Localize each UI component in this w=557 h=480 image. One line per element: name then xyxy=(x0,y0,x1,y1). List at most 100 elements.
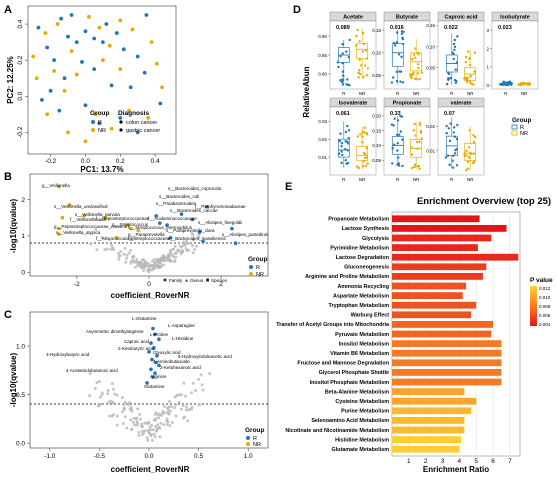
panel-d-point-nr xyxy=(413,122,416,126)
panel-b-point-ns xyxy=(117,257,121,261)
panel-c-xtick-label: 0.0 xyxy=(144,453,153,460)
panel-d-ytick-label: 1 xyxy=(486,65,489,70)
panel-b-point-ns xyxy=(127,251,131,255)
panel-c-point-ns xyxy=(129,405,133,409)
panel-b-point-ns xyxy=(129,248,133,252)
panel-d-box-nr xyxy=(464,143,477,161)
panel-b-point-sig xyxy=(201,239,205,244)
panel-b-point-ns xyxy=(185,248,189,252)
panel-d-ytick-label: 0.10 xyxy=(372,51,381,56)
panel-c-point-ns xyxy=(129,418,133,422)
panel-c-point-ns xyxy=(132,416,136,420)
panel-b-point-ns xyxy=(181,243,185,247)
panel-d-point-r xyxy=(393,44,397,47)
panel-d-plot-frame xyxy=(491,20,539,90)
panel-d-legend: Group R NR xyxy=(511,117,532,137)
panel-a-point-nr xyxy=(31,54,36,59)
panel-b-point-ns xyxy=(146,269,150,273)
panel-c-point-ns xyxy=(162,411,166,415)
panel-d-ytick-label: 0.15 xyxy=(372,128,381,133)
panel-b-point-ns xyxy=(131,258,135,262)
panel-d-point-r xyxy=(391,76,395,79)
panel-a-legend-diagnosis-title: Diagnosis xyxy=(118,110,149,117)
panel-c-point-ns xyxy=(167,405,171,409)
panel-a-xtick-label: -0.2 xyxy=(45,158,57,165)
panel-d-point-r xyxy=(348,83,351,87)
panel-e-category-label: Vitamin B6 Metabolism xyxy=(330,351,389,357)
panel-a-point-nr xyxy=(160,85,164,90)
panel-d-point-r xyxy=(345,83,348,86)
panel-c-point-ns xyxy=(123,415,127,419)
panel-c-point-label: Caproic acid xyxy=(124,339,150,344)
panel-c-point-label: L-Asparagine xyxy=(168,323,195,328)
panel-b-point-sig xyxy=(57,232,61,236)
panel-c-xtick-label: 0.5 xyxy=(194,453,203,460)
panel-d-ytick-label: 0 xyxy=(486,83,489,88)
panel-d-pvalue: 0.016 xyxy=(390,25,404,31)
panel-d-point-nr xyxy=(359,64,363,67)
panel-e-category-label: Beta-Alanine Metabolism xyxy=(325,389,389,395)
panel-c-point-ns xyxy=(182,381,186,385)
panel-c-point-label: L-Glutamine xyxy=(132,316,157,321)
panel-e-category-label: Ammonia Recycling xyxy=(337,284,389,290)
panel-b-point-sig xyxy=(125,223,130,227)
panel-b-point-ns xyxy=(100,236,104,240)
panel-d-point-r xyxy=(445,82,449,86)
panel-e-xtick-label: 4 xyxy=(458,458,462,465)
panel-c-point-sig xyxy=(153,332,157,337)
panel-d-point-r xyxy=(401,138,404,141)
panel-a-point-nr xyxy=(74,72,79,77)
panel-b-point-label: g__Streptococcus xyxy=(112,222,149,227)
panel-b-ticks: -2 0 2 0 1 2 xyxy=(21,197,223,288)
panel-b-point-sig xyxy=(158,221,162,225)
panel-b-point-sig xyxy=(67,203,72,207)
panel-e-bar xyxy=(392,378,502,386)
panel-d-point-r xyxy=(452,52,455,56)
panel-c-point-ns xyxy=(187,408,191,412)
panel-b-letter: B xyxy=(4,171,12,183)
panel-d-facet-isovalerate: Isovalerate 0.01 0.02 0.03 0.061 R NR xyxy=(318,97,377,182)
panel-b-legend-species: Species xyxy=(211,278,228,283)
panel-b-ytick-label: 0 xyxy=(21,270,25,277)
panel-d-point-r xyxy=(390,81,394,84)
panel-c-point-label: 4-Aminobutanoate xyxy=(153,359,190,364)
panel-d-point-r xyxy=(401,37,405,41)
panel-c-point-sig xyxy=(149,367,153,372)
panel-b-point-ns xyxy=(159,257,163,261)
panel-c-point-ns xyxy=(152,432,156,436)
panel-e-xtick-label: 6 xyxy=(491,458,495,465)
panel-b-point-ns xyxy=(176,249,180,253)
panel-d-pvalue: 0.07 xyxy=(444,111,455,117)
panel-d-point-nr xyxy=(410,166,414,170)
panel-d-plot-frame xyxy=(329,20,377,90)
panel-b-point-ns xyxy=(152,258,156,262)
panel-d-point-nr xyxy=(418,123,422,127)
panel-e-bar xyxy=(392,253,519,261)
panel-e-category-label: Pyruvate Metabolism xyxy=(335,332,389,338)
panel-d-point-r xyxy=(445,131,448,135)
panel-a-point-r xyxy=(104,22,109,26)
panel-d-plot-frame xyxy=(437,106,485,176)
panel-c-legend-r: R xyxy=(253,436,257,442)
panel-a-points xyxy=(31,13,164,144)
panel-a-point-r xyxy=(128,85,133,90)
panel-b-point-label: s__Veillonella_parvula xyxy=(75,212,120,217)
panel-b-point-ns xyxy=(162,263,166,267)
panel-b-point-ns xyxy=(125,257,129,261)
panel-d-point-nr xyxy=(465,168,468,172)
panel-d-ytick-label: 0.15 xyxy=(372,28,381,33)
panel-c-point-ns xyxy=(88,394,92,398)
panel-b-point-ns xyxy=(105,247,109,251)
panel-e-xtick-label: 3 xyxy=(441,458,445,465)
panel-b-point-label: f__Porphyromonadaceae xyxy=(195,204,246,209)
panel-d-ytick-label: 2 xyxy=(486,46,489,51)
panel-b-point-sig xyxy=(57,184,61,189)
panel-d-point-r xyxy=(444,156,448,159)
panel-d-point-r xyxy=(453,152,457,155)
panel-d-letter: D xyxy=(293,4,301,16)
panel-b-point-ns xyxy=(125,253,129,257)
panel-d-point-r xyxy=(452,126,456,129)
panel-e-legend-tick: 0.008 xyxy=(539,304,551,309)
panel-c-point-ns xyxy=(156,423,160,427)
panel-d-point-nr xyxy=(417,164,421,168)
